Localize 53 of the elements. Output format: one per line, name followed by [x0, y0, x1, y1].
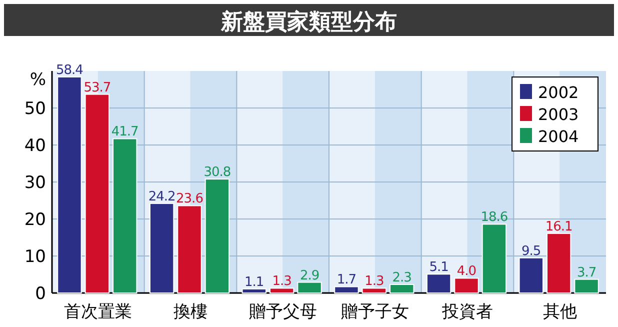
y-tick-label: 40	[24, 136, 46, 156]
bar	[482, 224, 507, 294]
data-label: 18.6	[480, 210, 508, 226]
x-tick-label: 投資者	[441, 302, 493, 322]
bar	[454, 278, 479, 294]
data-label: 5.1	[429, 260, 449, 276]
data-label: 58.4	[56, 62, 84, 78]
data-label: 16.1	[545, 219, 573, 234]
data-label: 4.0	[456, 264, 476, 280]
chart-title: 新盤買家類型分布	[220, 9, 397, 35]
data-label: 53.7	[84, 80, 111, 96]
bar	[57, 76, 82, 294]
bar	[426, 274, 452, 294]
data-label: 1.1	[244, 274, 264, 290]
bar	[177, 205, 202, 294]
x-tick-label: 贈予子女	[341, 302, 410, 322]
data-label: 2.3	[392, 270, 412, 286]
bar	[242, 288, 266, 294]
bar	[390, 284, 414, 294]
data-label: 41.7	[111, 124, 139, 140]
y-tick-label: 20	[24, 210, 46, 230]
data-label: 23.6	[176, 192, 204, 207]
bar	[574, 278, 599, 294]
y-tick-label: 0	[35, 284, 46, 304]
bar	[362, 288, 387, 294]
data-label: 9.5	[522, 244, 541, 259]
x-tick-label: 其他	[542, 302, 577, 322]
y-tick-label: 10	[24, 247, 46, 267]
bar	[269, 288, 294, 294]
bar	[518, 257, 544, 294]
data-label: 3.7	[576, 265, 596, 280]
x-tick-label: 換樓	[174, 302, 208, 322]
data-label: 1.3	[364, 274, 384, 290]
bar	[546, 232, 572, 294]
legend-label: 2002	[538, 83, 579, 102]
data-label: 1.3	[272, 274, 292, 290]
bar	[84, 94, 110, 294]
bar	[112, 138, 138, 294]
data-label: 2.9	[300, 268, 320, 284]
legend-label: 2004	[538, 127, 579, 146]
x-tick-label: 贈予父母	[248, 302, 317, 322]
data-label: 1.7	[336, 272, 356, 288]
y-axis-title: %	[30, 70, 46, 90]
x-tick-label: 首次置業	[64, 302, 132, 322]
bar	[297, 282, 322, 294]
bar	[149, 202, 174, 294]
data-label: 30.8	[204, 165, 231, 180]
y-tick-label: 30	[24, 173, 46, 193]
legend-label: 2003	[538, 105, 579, 124]
bar	[334, 286, 359, 294]
bar	[204, 178, 230, 294]
y-tick-label: 50	[24, 99, 46, 119]
data-label: 24.2	[148, 189, 176, 204]
